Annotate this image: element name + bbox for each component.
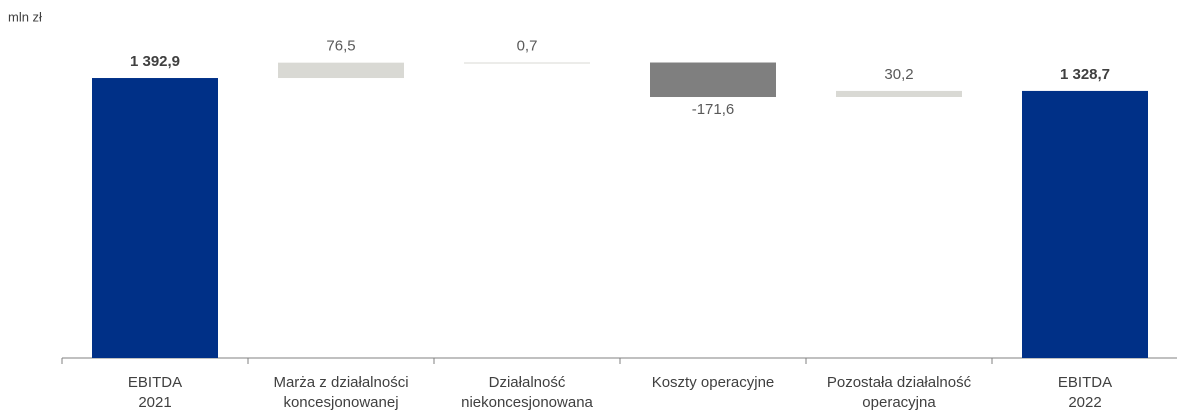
x-tick-label: Pozostała działalność operacyjna [826, 374, 972, 411]
value-label: -171,6 [692, 101, 735, 118]
value-label: 0,7 [517, 37, 538, 54]
bar [278, 62, 404, 79]
value-label: 30,2 [884, 66, 913, 83]
value-label: 1 392,9 [130, 53, 180, 70]
bar [464, 62, 590, 64]
x-tick-label: Działalność niekoncesjonowana [461, 374, 593, 411]
x-tick-label: EBITDA 2021 [127, 374, 183, 411]
bar [836, 90, 962, 98]
bar [1022, 90, 1148, 358]
value-label: 76,5 [326, 38, 355, 55]
x-tick-label: Marża z działalności koncesjonowanej [273, 374, 409, 411]
bar [650, 62, 776, 98]
value-label: 1 328,7 [1060, 66, 1110, 83]
x-tick-label: EBITDA 2022 [1057, 374, 1113, 411]
x-tick-label: Koszty operacyjne [651, 374, 775, 391]
bar [92, 78, 218, 358]
unit-label: mln zł [8, 9, 42, 24]
